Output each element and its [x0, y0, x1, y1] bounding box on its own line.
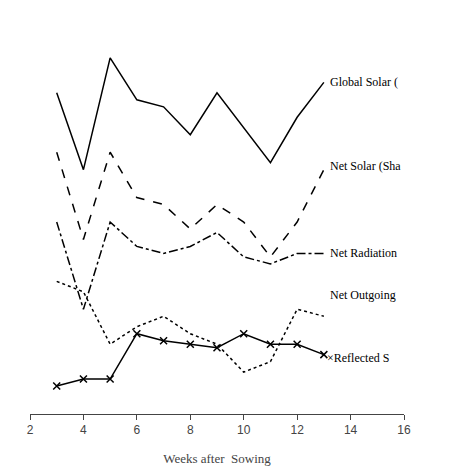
svg-text:Net Solar (Sha: Net Solar (Sha	[330, 159, 401, 173]
svg-text:12: 12	[290, 423, 304, 437]
svg-text:Net Outgoing: Net Outgoing	[330, 288, 396, 302]
svg-text:2: 2	[27, 423, 34, 437]
svg-text:4: 4	[80, 423, 87, 437]
svg-text:×Reflected S: ×Reflected S	[327, 351, 389, 365]
svg-text:10: 10	[237, 423, 251, 437]
svg-text:14: 14	[344, 423, 358, 437]
svg-text:Global Solar (: Global Solar (	[330, 75, 398, 89]
svg-text:8: 8	[187, 423, 194, 437]
svg-text:6: 6	[134, 423, 141, 437]
svg-text:16: 16	[397, 423, 411, 437]
svg-text:Weeks after Sowing: Weeks after Sowing	[163, 451, 271, 466]
svg-text:Net Radiation: Net Radiation	[330, 246, 397, 260]
